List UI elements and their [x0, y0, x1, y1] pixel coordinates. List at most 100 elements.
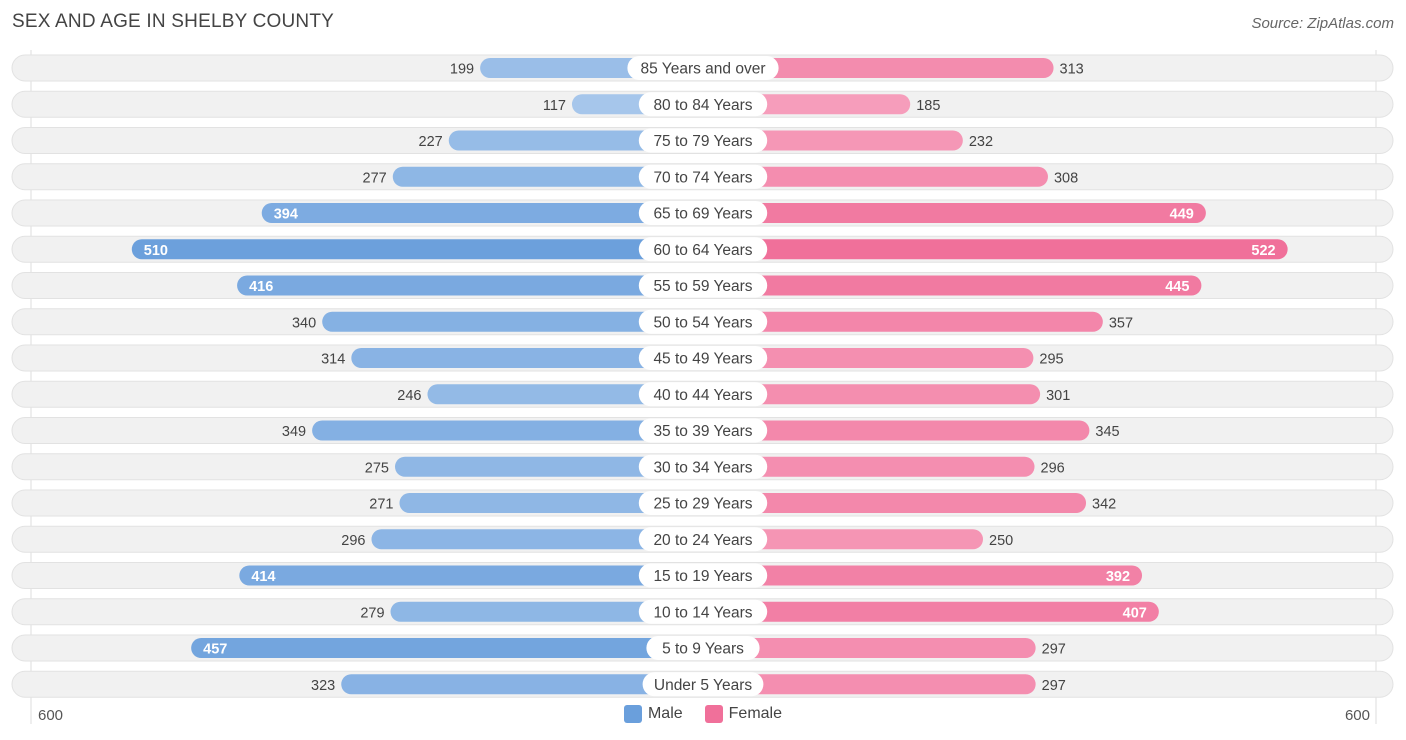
bar-female: [703, 130, 963, 151]
category-label-background: [638, 164, 768, 189]
data-label-male: 117: [543, 98, 566, 114]
data-label-male: 394: [274, 207, 298, 223]
data-label-female: 392: [1106, 569, 1130, 585]
bar-female: [703, 348, 1034, 368]
category-label-background: [638, 128, 768, 153]
data-label-male: 227: [419, 134, 443, 150]
x-axis-right-label: 600: [1344, 707, 1370, 724]
category-label: 60 to 64 Years: [653, 242, 752, 259]
data-label-male: 271: [369, 497, 393, 513]
category-label: 85 Years and over: [641, 61, 766, 78]
bar-female: [703, 58, 1054, 78]
data-label-female: 342: [1092, 497, 1116, 513]
bar-male: [312, 420, 703, 441]
bar-female: [703, 166, 1048, 187]
data-label-female: 297: [1042, 642, 1066, 658]
category-label: 40 to 44 Years: [653, 387, 752, 404]
category-label: 35 to 39 Years: [653, 423, 752, 440]
bar-male: [322, 311, 703, 332]
category-label-background: [638, 309, 768, 334]
category-label: 10 to 14 Years: [653, 604, 752, 621]
category-label-background: [638, 346, 768, 370]
data-label-male: 340: [292, 315, 316, 331]
bar-female: [703, 674, 1036, 695]
bar-male: [237, 275, 703, 296]
data-label-female: 295: [1039, 352, 1063, 368]
data-label-female: 308: [1054, 170, 1078, 186]
category-label: 55 to 59 Years: [653, 278, 752, 295]
category-label-background: [638, 563, 768, 588]
legend-item-female[interactable]: Female: [704, 705, 783, 723]
data-label-female: 301: [1046, 388, 1070, 404]
data-label-female: 232: [969, 134, 993, 150]
category-label-background: [638, 418, 768, 443]
bar-male: [239, 565, 703, 586]
data-label-male: 323: [311, 678, 335, 694]
data-label-male: 416: [249, 279, 273, 295]
legend-swatch-male: [623, 705, 642, 723]
bar-male: [341, 674, 703, 695]
bar-female: [703, 565, 1143, 586]
data-label-male: 349: [282, 424, 306, 440]
bar-female: [703, 203, 1206, 223]
bar-female: [703, 638, 1036, 658]
category-label: 30 to 34 Years: [653, 459, 752, 476]
data-label-female: 522: [1251, 243, 1275, 259]
category-label: 45 to 49 Years: [653, 351, 752, 368]
legend-label-female: Female: [728, 705, 783, 722]
category-label-background: [638, 491, 768, 515]
category-label-background: [642, 672, 764, 697]
legend-item-male[interactable]: Male: [623, 705, 683, 723]
category-label-background: [646, 636, 760, 660]
category-label: 80 to 84 Years: [653, 97, 752, 114]
legend-label-male: Male: [647, 705, 683, 722]
bar-female: [703, 456, 1035, 477]
data-label-female: 313: [1060, 62, 1084, 78]
data-label-female: 407: [1123, 605, 1147, 621]
category-label: 25 to 29 Years: [653, 496, 752, 513]
category-label: Under 5 Years: [654, 677, 752, 694]
category-label-background: [638, 237, 768, 262]
category-label-background: [638, 599, 768, 624]
bar-female: [703, 384, 1041, 405]
data-label-male: 414: [251, 569, 275, 585]
category-label: 65 to 69 Years: [653, 206, 752, 223]
data-label-female: 296: [1041, 460, 1065, 476]
data-label-male: 457: [203, 642, 227, 658]
bar-female: [703, 239, 1288, 260]
data-label-female: 250: [989, 533, 1013, 549]
source-credit: Source: ZipAtlas.com: [1251, 15, 1394, 32]
data-label-male: 314: [321, 352, 345, 368]
data-label-female: 449: [1170, 207, 1194, 223]
category-label-background: [638, 527, 768, 552]
data-label-female: 445: [1165, 279, 1189, 295]
bar-male: [448, 130, 703, 151]
category-label: 5 to 9 Years: [662, 641, 744, 658]
category-label-background: [638, 382, 768, 407]
data-label-male: 246: [397, 388, 421, 404]
bar-female: [703, 493, 1087, 513]
bar-male: [261, 203, 703, 223]
bar-male: [371, 529, 703, 550]
bar-female: [703, 601, 1159, 622]
data-label-male: 510: [144, 243, 168, 259]
data-label-male: 199: [450, 62, 474, 78]
category-label: 15 to 19 Years: [653, 568, 752, 585]
category-label-background: [627, 56, 779, 80]
bar-male: [395, 456, 703, 477]
category-label: 70 to 74 Years: [653, 169, 752, 186]
bar-male: [351, 348, 703, 368]
category-label-background: [638, 454, 768, 479]
bar-male: [390, 601, 703, 622]
category-label: 75 to 79 Years: [653, 133, 752, 150]
data-label-female: 357: [1109, 315, 1133, 331]
data-label-male: 279: [360, 605, 384, 621]
bar-female: [703, 275, 1202, 296]
data-label-female: 185: [916, 98, 940, 114]
bar-female: [703, 311, 1103, 332]
bar-female: [703, 420, 1090, 441]
bar-male: [399, 493, 703, 513]
data-label-female: 345: [1095, 424, 1119, 440]
chart-title: SEX AND AGE IN SHELBY COUNTY: [12, 11, 335, 32]
